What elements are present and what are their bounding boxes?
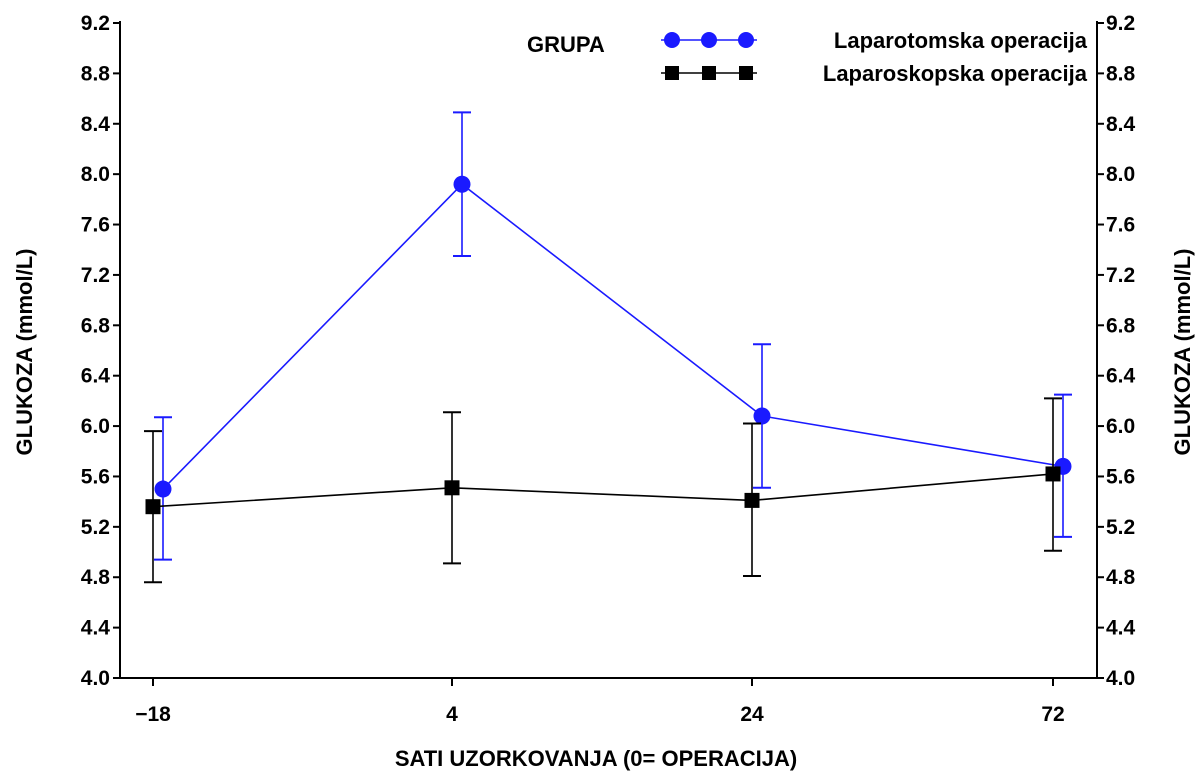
legend-marker <box>665 66 679 80</box>
x-tick-label: 72 <box>1041 703 1064 726</box>
y-tick-label-left: 5.2 <box>81 516 110 539</box>
y-tick-label-left: 6.0 <box>81 415 110 438</box>
y-tick-label-right: 4.4 <box>1106 617 1136 640</box>
y-tick-label-left: 4.0 <box>81 667 110 690</box>
legend-item: Laparoskopska operacija <box>661 61 1088 86</box>
series-1 <box>154 111 1072 561</box>
data-point <box>154 480 172 498</box>
x-tick-label: 24 <box>740 703 764 726</box>
y-tick-label-right: 8.0 <box>1106 163 1135 186</box>
legend-label: Laparoskopska operacija <box>823 61 1088 86</box>
y-axis-title-left: GLUKOZA (mmol/L) <box>12 249 37 456</box>
legend-marker <box>664 32 680 48</box>
y-tick-label-right: 7.2 <box>1106 264 1135 287</box>
legend-marker <box>702 66 716 80</box>
series-layer <box>144 111 1072 584</box>
data-point <box>453 175 471 193</box>
data-point <box>444 480 460 496</box>
y-tick-label-left: 8.0 <box>81 163 110 186</box>
y-tick-label-left: 8.8 <box>81 62 111 85</box>
y-tick-label-right: 5.6 <box>1106 465 1135 488</box>
data-point <box>744 492 760 508</box>
y-tick-label-right: 7.6 <box>1106 214 1135 237</box>
x-tick-label: −18 <box>135 703 171 726</box>
y-tick-label-right: 4.0 <box>1106 667 1135 690</box>
y-tick-label-left: 4.8 <box>81 566 111 589</box>
y-tick-label-left: 7.6 <box>81 214 110 237</box>
axes <box>119 21 1098 679</box>
data-point <box>753 407 771 425</box>
data-point <box>145 499 161 515</box>
y-tick-label-left: 8.4 <box>81 113 111 136</box>
y-tick-label-right: 8.4 <box>1106 113 1136 136</box>
y-tick-label-left: 6.8 <box>81 314 111 337</box>
y-tick-label-left: 6.4 <box>81 365 111 388</box>
y-tick-label-right: 4.8 <box>1106 566 1136 589</box>
y-tick-label-right: 5.2 <box>1106 516 1135 539</box>
series-line <box>152 473 1054 508</box>
y-axis-title-right: GLUKOZA (mmol/L) <box>1170 249 1195 456</box>
legend-item: Laparotomska operacija <box>661 28 1088 53</box>
legend-title: GRUPA <box>527 32 605 57</box>
legend-marker <box>701 32 717 48</box>
y-tick-label-right: 6.8 <box>1106 314 1136 337</box>
data-point <box>1045 466 1061 482</box>
y-tick-label-left: 5.6 <box>81 465 110 488</box>
y-tick-label-right: 9.2 <box>1106 12 1135 35</box>
x-axis-title: SATI UZORKOVANJA (0= OPERACIJA) <box>395 746 797 771</box>
y-tick-label-right: 8.8 <box>1106 62 1136 85</box>
legend-marker <box>738 32 754 48</box>
series-2 <box>144 397 1062 584</box>
y-tick-label-left: 4.4 <box>81 617 111 640</box>
x-tick-label: 4 <box>446 703 458 726</box>
tick-group: 4.0 4.0 4.4 4.4 4.8 4.8 5.2 5.2 5.6 5.6 6.0 6.0 6.4 6… <box>81 12 1136 726</box>
legend-marker <box>739 66 753 80</box>
y-tick-label-left: 7.2 <box>81 264 110 287</box>
y-tick-label-right: 6.0 <box>1106 415 1135 438</box>
legend: GRUPA Laparotomska operacija Laparoskopsk… <box>527 28 1088 86</box>
legend-label: Laparotomska operacija <box>834 28 1088 53</box>
y-tick-label-left: 9.2 <box>81 12 110 35</box>
series-line <box>162 183 1064 490</box>
y-tick-label-right: 6.4 <box>1106 365 1136 388</box>
